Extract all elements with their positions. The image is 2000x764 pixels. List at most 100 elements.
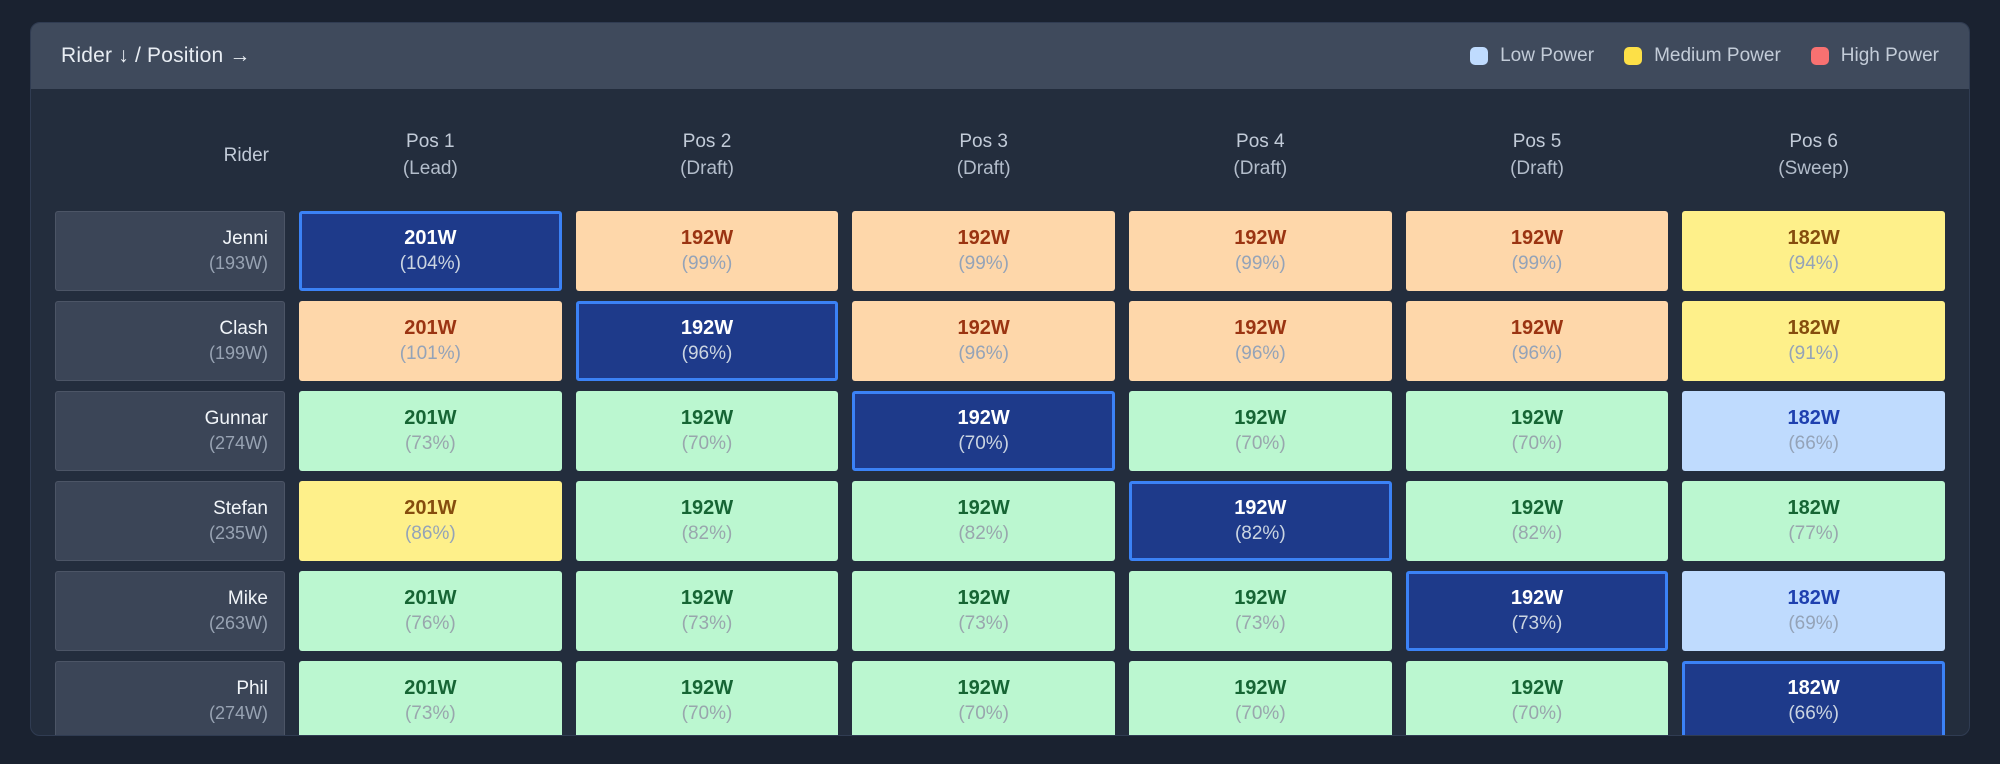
- cell-percent-value: (73%): [681, 613, 733, 634]
- cell-power-value: 192W: [1510, 317, 1564, 339]
- column-header-sub: (Draft): [1510, 158, 1564, 179]
- cell-percent-value: (82%): [958, 523, 1009, 544]
- column-header-sub: (Lead): [402, 158, 458, 179]
- power-cell[interactable]: 201W (76%): [299, 571, 562, 651]
- cell-power-value: 201W: [404, 407, 457, 429]
- power-cell[interactable]: 192W (96%): [1405, 301, 1669, 381]
- power-cell[interactable]: 192W (99%): [852, 211, 1115, 291]
- medium-power-swatch-icon: [1624, 47, 1643, 65]
- power-cell[interactable]: 192W (96%): [852, 301, 1115, 381]
- column-header-label: Pos 5: [1512, 131, 1562, 152]
- cell-power-value: 192W: [1234, 677, 1287, 699]
- power-cell[interactable]: 192W (73%): [852, 571, 1115, 651]
- cell-power-value: 182W: [1787, 677, 1840, 699]
- column-header-pos-1: Pos 1 (Lead): [299, 109, 562, 201]
- power-cell[interactable]: 192W (73%): [575, 571, 839, 651]
- power-cell[interactable]: 201W (104%): [299, 211, 562, 291]
- column-header-sub: (Draft): [680, 158, 734, 179]
- legend-label: High Power: [1840, 45, 1939, 66]
- cell-power-value: 192W: [680, 587, 734, 609]
- power-matrix-panel: Rider ↓ / Position → Low Power Medium Po…: [30, 22, 1970, 736]
- power-cell[interactable]: 182W (66%): [1682, 661, 1945, 735]
- column-header-pos-2: Pos 2 (Draft): [576, 109, 839, 201]
- power-cell[interactable]: 192W (82%): [1405, 481, 1669, 561]
- cell-percent-value: (96%): [681, 343, 733, 364]
- cell-power-value: 192W: [1510, 587, 1564, 609]
- cell-power-value: 182W: [1787, 497, 1840, 519]
- power-cell[interactable]: 192W (70%): [1128, 661, 1392, 735]
- power-cell[interactable]: 192W (70%): [852, 391, 1115, 471]
- power-cell[interactable]: 192W (70%): [1405, 661, 1669, 735]
- power-cell[interactable]: 201W (73%): [299, 391, 562, 471]
- power-cell[interactable]: 192W (70%): [575, 661, 839, 735]
- power-cell[interactable]: 192W (96%): [575, 301, 839, 381]
- rider-ftp: (193W): [208, 253, 268, 273]
- cell-power-value: 192W: [957, 677, 1010, 699]
- cell-percent-value: (86%): [404, 523, 456, 544]
- cell-power-value: 182W: [1787, 227, 1840, 249]
- cell-percent-value: (73%): [404, 433, 456, 454]
- rider-ftp: (235W): [208, 523, 268, 543]
- rider-name: Jenni: [222, 228, 268, 249]
- power-cell[interactable]: 201W (101%): [299, 301, 562, 381]
- table-area: Rider Pos 1 (Lead) Pos 2 (Draft) Pos 3 (Draft)…: [31, 89, 1969, 735]
- power-cell[interactable]: 192W (73%): [1128, 571, 1392, 651]
- legend-label: Medium Power: [1654, 45, 1781, 66]
- cell-power-value: 201W: [404, 497, 457, 519]
- column-header-label: Rider: [223, 144, 269, 166]
- power-cell[interactable]: 192W (82%): [852, 481, 1115, 561]
- column-header-sub: (Draft): [1233, 158, 1288, 179]
- cell-percent-value: (70%): [958, 433, 1009, 454]
- column-header-rider: Rider: [55, 109, 285, 201]
- power-cell[interactable]: 182W (94%): [1682, 211, 1945, 291]
- power-cell[interactable]: 192W (70%): [1405, 391, 1669, 471]
- cell-power-value: 192W: [680, 677, 734, 699]
- power-cell[interactable]: 192W (82%): [575, 481, 839, 561]
- power-cell[interactable]: 192W (99%): [1405, 211, 1669, 291]
- power-cell[interactable]: 182W (69%): [1682, 571, 1945, 651]
- rider-name: Clash: [219, 318, 268, 339]
- power-matrix: Rider Pos 1 (Lead) Pos 2 (Draft) Pos 3 (Draft)…: [55, 109, 1945, 735]
- power-cell[interactable]: 182W (77%): [1682, 481, 1945, 561]
- power-cell[interactable]: 201W (73%): [299, 661, 562, 735]
- power-cell[interactable]: 192W (70%): [575, 391, 839, 471]
- cell-percent-value: (73%): [1511, 613, 1563, 634]
- cell-percent-value: (94%): [1788, 253, 1839, 274]
- power-cell[interactable]: 201W (86%): [299, 481, 562, 561]
- cell-power-value: 182W: [1787, 587, 1840, 609]
- cell-power-value: 192W: [680, 227, 734, 249]
- legend-item-low-power: Low Power: [1470, 45, 1594, 67]
- column-header-sub: (Draft): [956, 158, 1011, 179]
- cell-power-value: 192W: [957, 407, 1010, 429]
- cell-percent-value: (101%): [399, 343, 461, 364]
- power-cell[interactable]: 192W (99%): [575, 211, 839, 291]
- cell-percent-value: (73%): [1234, 613, 1286, 634]
- cell-power-value: 192W: [957, 587, 1010, 609]
- power-cell[interactable]: 192W (70%): [1128, 391, 1392, 471]
- rider-name: Mike: [227, 588, 268, 609]
- power-cell[interactable]: 192W (96%): [1128, 301, 1392, 381]
- cell-percent-value: (70%): [681, 433, 733, 454]
- power-cell[interactable]: 192W (82%): [1128, 481, 1392, 561]
- cell-power-value: 192W: [1234, 317, 1287, 339]
- cell-percent-value: (70%): [1511, 433, 1563, 454]
- legend-item-high-power: High Power: [1810, 45, 1939, 67]
- cell-percent-value: (70%): [1511, 703, 1563, 724]
- column-header-label: Pos 2: [682, 131, 732, 152]
- rider-name: Stefan: [213, 498, 268, 519]
- cell-power-value: 192W: [957, 227, 1010, 249]
- cell-power-value: 192W: [680, 317, 734, 339]
- power-cell[interactable]: 192W (70%): [852, 661, 1115, 735]
- column-header-sub: (Sweep): [1778, 158, 1850, 179]
- cell-percent-value: (66%): [1788, 433, 1839, 454]
- cell-power-value: 192W: [1510, 407, 1564, 429]
- cell-percent-value: (70%): [1234, 433, 1286, 454]
- cell-percent-value: (70%): [958, 703, 1009, 724]
- power-cell[interactable]: 182W (66%): [1682, 391, 1945, 471]
- power-cell[interactable]: 182W (91%): [1682, 301, 1945, 381]
- rider-ftp: (263W): [208, 613, 268, 633]
- column-header-pos-5: Pos 5 (Draft): [1406, 109, 1669, 201]
- cell-percent-value: (70%): [681, 703, 733, 724]
- power-cell[interactable]: 192W (73%): [1405, 571, 1669, 651]
- power-cell[interactable]: 192W (99%): [1128, 211, 1392, 291]
